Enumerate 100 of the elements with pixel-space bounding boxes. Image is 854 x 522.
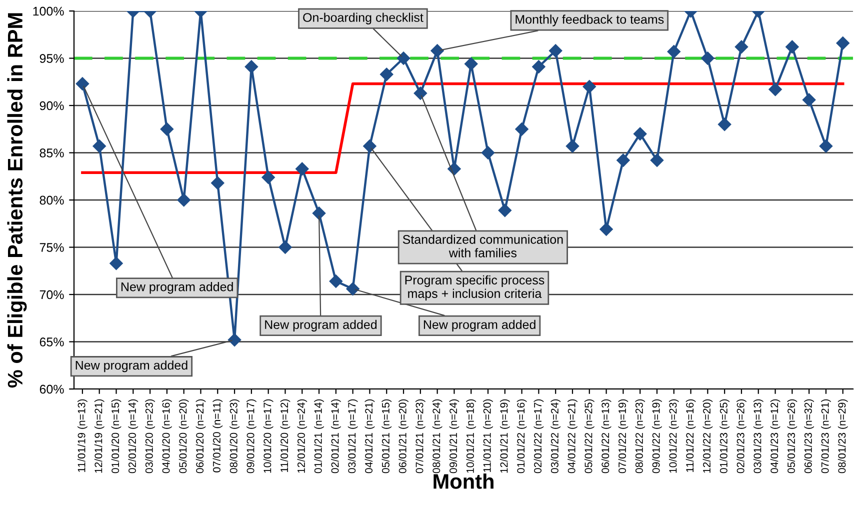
point: [549, 44, 562, 58]
x-tick-label: 07/01/23 (n=21): [821, 399, 831, 474]
point: [819, 140, 833, 153]
point: [768, 82, 782, 96]
point: [92, 140, 106, 153]
x-tick-label: 03/01/22 (n=24): [550, 399, 561, 474]
point: [396, 52, 410, 65]
x-tick-label: 10/01/22 (n=23): [668, 399, 679, 473]
x-tick-label: 11/01/21 (n=20): [483, 399, 493, 472]
x-tick-label: 08/01/23 (n=29): [838, 399, 848, 474]
point: [76, 77, 90, 90]
x-tick-label: 09/01/22 (n=19): [652, 399, 662, 474]
x-tick-label: 06/01/23 (n=32): [804, 399, 814, 474]
y-tick-label: 90%: [40, 101, 64, 110]
point: [380, 68, 394, 81]
x-tick-label: 09/01/20 (n=17): [246, 399, 256, 474]
annotation: New program added: [76, 360, 188, 372]
x-tick-label: 08/01/22 (n=23): [635, 399, 645, 474]
point: [211, 176, 224, 190]
y-tick-label: 60%: [40, 384, 64, 394]
point: [566, 140, 580, 153]
y-tick-label: 70%: [40, 290, 64, 300]
point: [667, 45, 680, 58]
x-axis-title: Month: [434, 474, 494, 489]
y-tick-label: 65%: [40, 338, 64, 346]
point: [346, 282, 360, 296]
point: [414, 86, 427, 100]
y-tick-label: 95%: [40, 54, 64, 63]
x-tick-label: 08/01/21 (n=24): [432, 399, 442, 474]
x-tick-label: 10/01/21 (n=18): [466, 399, 476, 473]
x-tick-label: 04/01/21 (n=21): [364, 399, 375, 474]
point: [734, 40, 748, 54]
x-tick-label: 02/01/22 (n=17): [534, 399, 544, 474]
point: [600, 222, 613, 236]
x-tick-label: 11/01/19 (n=13): [78, 399, 88, 472]
y-tick-label: 75%: [40, 243, 64, 252]
point: [633, 127, 647, 140]
x-tick-label: 02/01/21 (n=14): [331, 399, 341, 474]
x-tick-label: 06/01/21 (n=20): [398, 399, 408, 474]
x-tick-label: 03/01/20 (n=23): [145, 399, 155, 474]
point: [836, 36, 850, 50]
annotation: New program added: [265, 320, 377, 332]
x-tick-label: 03/01/21 (n=17): [348, 399, 358, 474]
x-tick-label: 07/01/21 (n=23): [415, 399, 426, 474]
x-tick-label: 05/01/20 (n=20): [178, 399, 189, 474]
x-tick-label: 06/01/22 (n=13): [601, 399, 612, 474]
x-tick-label: 05/01/22 (n=25): [584, 399, 594, 474]
y-tick-label: 100%: [33, 6, 64, 16]
y-tick-label: 85%: [40, 148, 64, 158]
x-tick-label: 05/01/23 (n=26): [787, 399, 798, 474]
annotation: Standardized communication with families: [402, 234, 563, 258]
point: [701, 52, 714, 65]
point: [278, 240, 292, 254]
y-tick-label: 80%: [40, 196, 64, 205]
point: [363, 140, 376, 153]
x-tick-label: 02/01/20 (n=14): [128, 399, 138, 474]
x-tick-label: 07/01/20 (n=11): [212, 399, 223, 472]
point: [262, 170, 275, 184]
point: [296, 162, 309, 176]
point: [481, 146, 495, 160]
point: [110, 256, 123, 270]
point: [498, 204, 512, 217]
x-tick-label: 02/01/23 (n=26): [736, 399, 746, 474]
point: [329, 274, 343, 288]
x-tick-label: 04/01/20 (n=16): [162, 399, 172, 474]
x-tick-label: 07/01/22 (n=19): [618, 399, 628, 474]
annotation: On-boarding checklist: [303, 12, 424, 24]
point: [312, 206, 326, 220]
point: [786, 40, 799, 54]
point: [582, 80, 596, 94]
x-tick-label: 01/01/21 (n=14): [314, 399, 324, 474]
annotation: Program specific process maps + inclusion criteria: [405, 275, 544, 300]
point: [430, 44, 444, 58]
x-tick-label: 10/01/20 (n=17): [263, 399, 274, 473]
x-tick-label: 12/01/19 (n=21): [94, 399, 104, 473]
x-tick-label: 03/01/23 (n=13): [753, 399, 764, 474]
x-tick-label: 08/01/20 (n=23): [230, 399, 240, 474]
point: [718, 118, 732, 131]
x-tick-label: 12/01/21 (n=19): [500, 399, 510, 473]
x-tick-label: 05/01/21 (n=15): [382, 399, 392, 474]
x-tick-label: 06/01/20 (n=21): [196, 399, 206, 474]
x-tick-label: 11/01/20 (n=12): [280, 399, 290, 472]
x-tick-label: 04/01/22 (n=21): [568, 399, 578, 474]
point: [464, 57, 478, 71]
annotation: New program added: [121, 282, 233, 294]
point: [802, 93, 816, 106]
x-tick-label: 12/01/20 (n=24): [297, 399, 308, 473]
point: [160, 122, 174, 136]
x-tick-label: 11/01/22 (n=16): [686, 399, 696, 472]
point: [515, 122, 528, 136]
x-tick-label: 12/01/22 (n=20): [702, 399, 713, 473]
x-tick-label: 01/01/20 (n=15): [111, 399, 122, 474]
point: [177, 193, 190, 207]
point: [244, 60, 258, 74]
y-axis-title: % of Eligible Patients Enrolled in RPM: [7, 13, 27, 388]
x-tick-label: 01/01/23 (n=25): [720, 399, 730, 474]
point: [650, 154, 664, 167]
point: [532, 60, 546, 74]
annotation: Monthly feedback to teams: [516, 14, 664, 26]
x-tick-label: 01/01/22 (n=16): [516, 399, 527, 474]
